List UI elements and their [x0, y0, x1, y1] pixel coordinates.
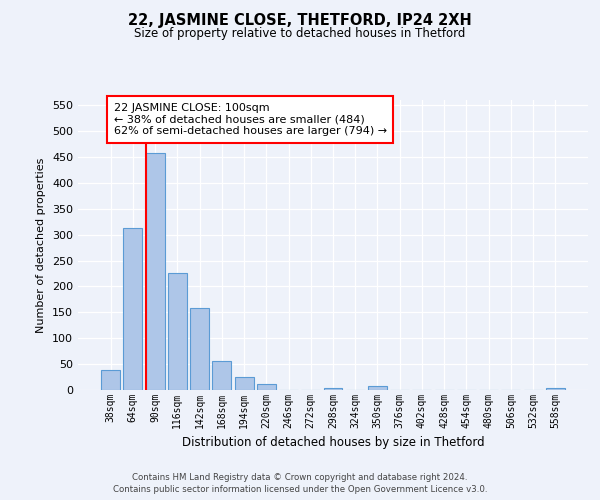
Bar	[212, 361, 231, 390]
Text: 22, JASMINE CLOSE, THETFORD, IP24 2XH: 22, JASMINE CLOSE, THETFORD, IP24 2XH	[128, 12, 472, 28]
Bar	[190, 308, 209, 390]
Bar	[546, 388, 565, 390]
Text: Size of property relative to detached houses in Thetford: Size of property relative to detached ho…	[134, 28, 466, 40]
Bar	[235, 377, 254, 390]
Bar	[101, 370, 120, 390]
Text: 22 JASMINE CLOSE: 100sqm
← 38% of detached houses are smaller (484)
62% of semi-: 22 JASMINE CLOSE: 100sqm ← 38% of detach…	[114, 103, 387, 136]
Bar	[323, 388, 343, 390]
X-axis label: Distribution of detached houses by size in Thetford: Distribution of detached houses by size …	[182, 436, 484, 450]
Y-axis label: Number of detached properties: Number of detached properties	[37, 158, 46, 332]
Text: Contains HM Land Registry data © Crown copyright and database right 2024.: Contains HM Land Registry data © Crown c…	[132, 472, 468, 482]
Bar	[168, 273, 187, 390]
Bar	[124, 228, 142, 390]
Text: Contains public sector information licensed under the Open Government Licence v3: Contains public sector information licen…	[113, 485, 487, 494]
Bar	[257, 384, 276, 390]
Bar	[146, 154, 164, 390]
Bar	[368, 386, 387, 390]
